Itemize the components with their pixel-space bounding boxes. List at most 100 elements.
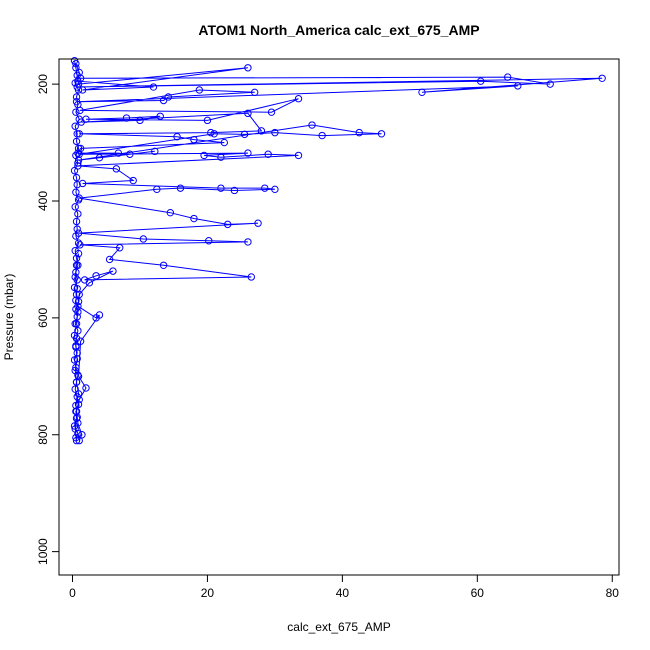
data-point <box>71 273 79 281</box>
x-tick-label: 60 <box>471 586 485 600</box>
data-point <box>71 122 79 130</box>
data-point <box>244 64 252 72</box>
data-point <box>73 355 81 363</box>
data-point <box>153 185 161 194</box>
data-point <box>109 267 117 275</box>
chart-title: ATOM1 North_America calc_ext_675_AMP <box>198 22 479 38</box>
data-point <box>244 238 252 246</box>
data-point <box>546 80 554 88</box>
data-point <box>377 130 386 138</box>
data-point <box>166 208 175 217</box>
y-tick-label: 600 <box>36 308 50 328</box>
data-point <box>72 363 80 372</box>
data-point <box>74 159 82 167</box>
data-point <box>82 384 90 392</box>
series-2 <box>70 57 83 445</box>
data-point <box>71 203 79 211</box>
data-point <box>95 154 104 162</box>
data-point <box>73 413 81 421</box>
data-point <box>85 279 94 287</box>
data-point <box>74 144 83 153</box>
data-point <box>240 130 249 139</box>
data-point <box>73 130 81 138</box>
data-point <box>72 378 81 386</box>
data-point <box>70 166 79 175</box>
data-point <box>159 96 168 105</box>
data-point <box>114 149 123 157</box>
data-point <box>72 296 80 305</box>
data-point <box>73 71 81 80</box>
data-point <box>476 77 485 85</box>
data-point <box>173 133 181 141</box>
data-point <box>72 290 81 299</box>
x-axis: 0 20 40 60 80 <box>69 574 619 600</box>
data-point <box>74 100 82 109</box>
y-tick-label: 400 <box>36 191 50 211</box>
data-point <box>210 130 218 138</box>
data-point <box>72 414 81 423</box>
data-point <box>598 74 606 82</box>
data-point <box>223 220 232 229</box>
data-point <box>72 254 81 262</box>
x-tick-label: 20 <box>201 586 215 600</box>
data-point <box>75 115 83 123</box>
data-point <box>190 135 198 144</box>
data-point <box>92 272 100 280</box>
data-point <box>71 79 79 87</box>
data-point <box>72 217 81 226</box>
data-point <box>247 273 255 281</box>
data-point <box>95 311 104 319</box>
data-point <box>75 130 83 138</box>
y-axis: 200 400 600 800 1000 <box>36 74 60 565</box>
data-point <box>250 88 259 97</box>
data-point <box>195 86 204 94</box>
data-point <box>207 128 215 137</box>
data-point <box>159 261 168 269</box>
data-point <box>271 185 279 194</box>
data-point <box>112 165 121 173</box>
data-point <box>151 147 159 156</box>
data-point <box>271 128 279 137</box>
data-point <box>205 237 213 245</box>
data-point <box>244 109 252 118</box>
x-tick-label: 40 <box>336 586 350 600</box>
data-point <box>76 241 84 249</box>
data-point <box>74 249 83 258</box>
data-point <box>503 73 512 81</box>
y-tick-label: 1000 <box>36 538 50 565</box>
data-point <box>71 366 79 375</box>
data-point <box>72 188 80 196</box>
data-point <box>74 239 83 247</box>
data-point <box>190 214 198 223</box>
data-point <box>72 268 80 276</box>
data-point <box>261 184 269 192</box>
data-point <box>217 184 225 192</box>
data-point <box>74 86 83 94</box>
data-point <box>74 308 82 316</box>
data-point <box>72 137 81 146</box>
data-point <box>78 179 87 188</box>
data-point <box>244 149 252 157</box>
data-point <box>78 431 86 439</box>
series-1 <box>72 59 606 445</box>
series-line <box>75 63 603 441</box>
data-point <box>72 433 80 442</box>
data-point <box>230 186 239 195</box>
data-point <box>105 255 114 264</box>
data-point <box>217 153 225 161</box>
y-tick-label: 200 <box>36 74 50 94</box>
data-point <box>514 82 522 90</box>
data-point <box>116 244 124 252</box>
x-tick-label: 0 <box>69 586 76 600</box>
data-point <box>70 57 79 65</box>
data-point <box>72 93 81 101</box>
plot-frame <box>58 58 620 576</box>
data-point <box>308 121 316 129</box>
data-point <box>72 261 81 269</box>
data-point <box>73 284 81 293</box>
data-point <box>164 93 173 101</box>
data-point <box>71 425 79 433</box>
data-point <box>220 138 229 147</box>
data-point <box>126 150 134 158</box>
